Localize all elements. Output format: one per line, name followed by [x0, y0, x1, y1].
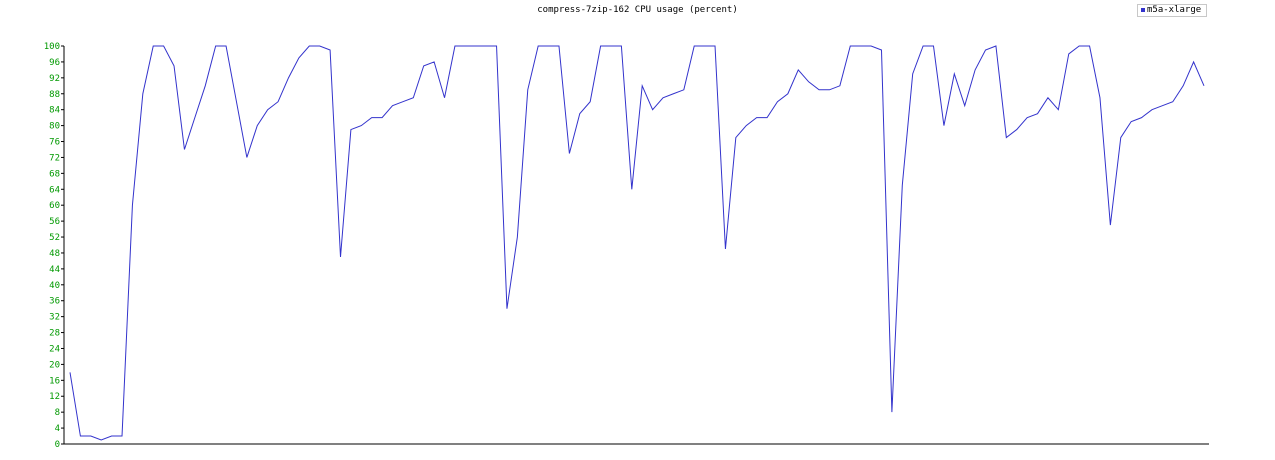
y-tick-label: 36 — [49, 297, 60, 307]
y-tick-label: 68 — [49, 169, 60, 179]
y-tick-label: 64 — [49, 185, 60, 195]
legend-label-m5a-xlarge: m5a-xlarge — [1147, 5, 1202, 15]
legend-swatch — [1141, 7, 1145, 12]
y-tick-label: 96 — [49, 58, 60, 68]
y-tick-label: 88 — [49, 90, 60, 100]
chart-title: compress-7zip-162 CPU usage (percent) — [537, 5, 738, 15]
legend: m5a-xlarge — [1137, 4, 1207, 17]
y-tick-label: 0 — [55, 440, 60, 450]
y-tick-label: 80 — [49, 122, 60, 132]
y-tick-label: 28 — [49, 329, 60, 339]
y-tick-label: 4 — [55, 424, 60, 434]
y-tick-label: 16 — [49, 376, 60, 386]
y-tick-label: 100 — [44, 42, 60, 52]
y-tick-label: 48 — [49, 249, 60, 259]
y-tick-label: 24 — [49, 344, 60, 354]
y-tick-label: 44 — [49, 265, 60, 275]
y-tick-label: 20 — [49, 360, 60, 370]
y-axis-ticks: 0481216202428323640444852566064687276808… — [44, 42, 64, 450]
series-group — [69, 45, 1205, 441]
y-tick-label: 8 — [55, 408, 60, 418]
y-tick-label: 60 — [49, 201, 60, 211]
y-tick-label: 40 — [49, 281, 60, 291]
y-tick-label: 72 — [49, 153, 60, 163]
series-line-m5a-xlarge — [69, 45, 1205, 441]
y-tick-label: 76 — [49, 138, 60, 148]
y-tick-label: 84 — [49, 106, 60, 116]
y-tick-label: 12 — [49, 392, 60, 402]
y-tick-label: 56 — [49, 217, 60, 227]
y-tick-label: 92 — [49, 74, 60, 84]
y-tick-label: 32 — [49, 313, 60, 323]
y-tick-label: 52 — [49, 233, 60, 243]
